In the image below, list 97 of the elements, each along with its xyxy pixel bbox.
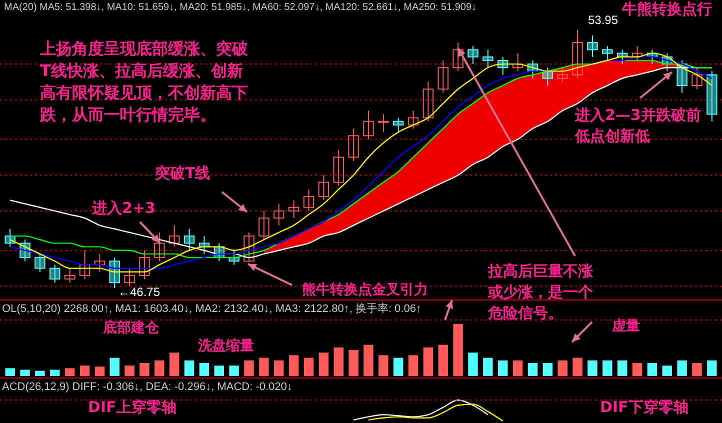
bar bbox=[647, 363, 658, 376]
candlestick bbox=[258, 210, 270, 240]
annotation: 虚量 bbox=[611, 318, 640, 334]
bar bbox=[244, 360, 254, 376]
bar bbox=[140, 363, 150, 376]
annotation: 突破T线 bbox=[154, 164, 210, 182]
bar bbox=[304, 358, 314, 376]
bar bbox=[602, 360, 612, 376]
candlestick bbox=[288, 200, 300, 219]
bar bbox=[453, 324, 463, 376]
candlestick bbox=[512, 52, 524, 72]
candlestick bbox=[348, 128, 359, 162]
bar bbox=[169, 352, 180, 376]
bar bbox=[528, 363, 538, 376]
candlestick bbox=[587, 34, 598, 58]
bar bbox=[468, 352, 478, 376]
bar bbox=[348, 350, 358, 376]
bar bbox=[408, 355, 418, 376]
candlestick bbox=[482, 49, 494, 68]
bar bbox=[229, 366, 239, 376]
bar bbox=[558, 360, 568, 376]
bar bbox=[707, 360, 717, 376]
candlestick bbox=[692, 67, 702, 90]
candlestick bbox=[632, 46, 643, 61]
bar bbox=[64, 368, 75, 376]
candlestick bbox=[363, 110, 374, 140]
candlestick bbox=[392, 117, 404, 133]
candlestick bbox=[468, 46, 478, 65]
bar bbox=[50, 370, 60, 376]
annotation: 上扬角度呈现底部缓涨、突破T线快涨、拉高后缓涨、创新高有限怀疑见顶，不创新高下跌，从而一叶行情完毕。 bbox=[39, 39, 249, 124]
candlestick bbox=[557, 67, 568, 82]
candlestick bbox=[572, 30, 583, 79]
candlestick bbox=[438, 60, 448, 94]
bar bbox=[662, 366, 672, 376]
candlestick bbox=[318, 174, 330, 201]
bar bbox=[274, 360, 284, 376]
annotation: DIF上穿零轴 bbox=[88, 398, 176, 416]
annotation: 进入2—3并跌破前低点创新低 bbox=[574, 106, 701, 145]
bar bbox=[692, 363, 702, 376]
annotation: 进入2+3 bbox=[91, 199, 156, 217]
bar bbox=[677, 360, 687, 376]
text: OL(5,10,20) 2268.00↑, MA1: 1603.40↓, MA2: 2132.40↓, MA3: 2122.80↑, 换手率: 0.06↑ bbox=[2, 302, 422, 315]
candlestick bbox=[333, 150, 344, 186]
candlestick bbox=[168, 224, 180, 248]
bar bbox=[5, 368, 15, 376]
candlestick bbox=[139, 250, 150, 280]
bar bbox=[184, 360, 194, 376]
candlestick bbox=[706, 70, 718, 122]
text: MA(20) MA5: 51.398↓, MA10: 51.659↓, MA20: 51.985↓, MA60: 52.097↓, MA120: 52.661↓, MA250: 51.909↓ bbox=[4, 2, 476, 13]
candlestick bbox=[602, 46, 613, 61]
bar bbox=[617, 360, 628, 376]
candlestick bbox=[34, 253, 46, 272]
candlestick bbox=[79, 250, 90, 280]
bar bbox=[483, 358, 493, 376]
bar bbox=[20, 370, 30, 376]
bar bbox=[498, 360, 508, 376]
annotation: 底部建仓 bbox=[102, 319, 160, 336]
bar bbox=[423, 347, 434, 376]
candlestick bbox=[184, 228, 195, 251]
bar bbox=[572, 358, 582, 376]
annotation: ←46.75 bbox=[118, 285, 160, 299]
candlestick bbox=[408, 110, 419, 130]
bar bbox=[110, 358, 120, 376]
bar bbox=[334, 347, 344, 376]
bar bbox=[80, 366, 90, 376]
bar bbox=[318, 352, 329, 376]
candlestick bbox=[124, 268, 135, 287]
bar bbox=[512, 360, 523, 376]
bar bbox=[588, 360, 598, 376]
candlestick bbox=[64, 268, 76, 284]
bar bbox=[214, 366, 224, 376]
candlestick bbox=[303, 188, 314, 212]
bar bbox=[393, 358, 404, 376]
candlestick bbox=[244, 232, 254, 262]
annotation: 熊牛转换点金叉引力 bbox=[302, 281, 428, 298]
bar bbox=[35, 370, 45, 376]
bar bbox=[364, 344, 374, 376]
candlestick bbox=[378, 114, 389, 133]
candlestick bbox=[94, 253, 106, 272]
annotation: DIF下穿零轴 bbox=[600, 398, 688, 416]
bar bbox=[259, 358, 269, 376]
bar bbox=[199, 363, 210, 376]
bar bbox=[124, 366, 134, 376]
bar bbox=[378, 355, 388, 376]
text: ACD(26,12,9) DIFF: -0.306↓, DEA: -0.296↓, MACD: -0.020↓ bbox=[2, 381, 292, 393]
candlestick bbox=[50, 264, 60, 284]
bar bbox=[288, 355, 299, 376]
candlestick bbox=[422, 81, 434, 122]
bar bbox=[632, 363, 642, 376]
bar bbox=[94, 366, 105, 376]
text: 牛熊转换点行 bbox=[621, 0, 712, 18]
bar bbox=[438, 344, 448, 376]
bar bbox=[542, 363, 553, 376]
annotation: 洗盘缩量 bbox=[197, 337, 254, 354]
bar bbox=[154, 360, 164, 376]
text: 53.95 bbox=[588, 13, 618, 27]
candlestick bbox=[274, 203, 284, 226]
